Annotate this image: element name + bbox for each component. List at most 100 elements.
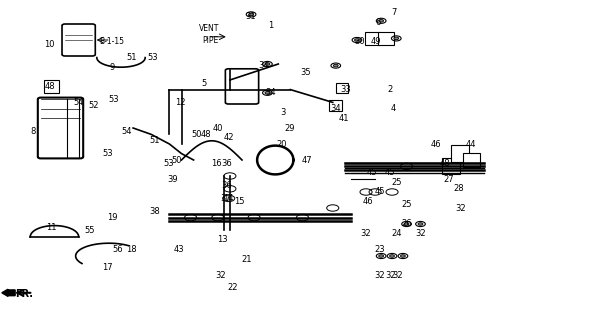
Text: 6: 6 <box>376 18 381 27</box>
Bar <box>44 80 59 93</box>
Circle shape <box>379 20 384 22</box>
Text: 32: 32 <box>393 271 404 280</box>
FancyBboxPatch shape <box>62 24 95 56</box>
Text: 15: 15 <box>234 197 244 206</box>
Text: 10: 10 <box>44 40 55 49</box>
Text: 38: 38 <box>149 207 160 216</box>
Text: 56: 56 <box>113 245 123 254</box>
Text: 4: 4 <box>391 104 396 113</box>
Text: 22: 22 <box>227 284 238 292</box>
Text: 35: 35 <box>300 68 311 76</box>
Circle shape <box>390 255 394 257</box>
Text: 53: 53 <box>163 159 174 168</box>
Text: 32: 32 <box>361 229 371 238</box>
Text: 39: 39 <box>167 175 178 184</box>
Bar <box>463 153 480 167</box>
Text: 51: 51 <box>126 53 137 62</box>
Text: 24: 24 <box>391 229 402 238</box>
Circle shape <box>265 63 270 65</box>
Text: 1: 1 <box>269 21 273 30</box>
Circle shape <box>265 92 270 94</box>
Bar <box>379 32 393 45</box>
Text: 29: 29 <box>284 124 295 132</box>
Text: 43: 43 <box>173 245 184 254</box>
Circle shape <box>401 255 405 257</box>
Text: VENT: VENT <box>198 24 219 33</box>
Text: 45: 45 <box>374 188 385 196</box>
Text: 44: 44 <box>465 140 476 148</box>
FancyBboxPatch shape <box>38 98 83 158</box>
Circle shape <box>355 39 359 41</box>
Text: 45: 45 <box>367 168 378 177</box>
Text: 25: 25 <box>401 200 412 209</box>
Text: 51: 51 <box>149 136 160 145</box>
Text: 34: 34 <box>330 104 341 113</box>
Circle shape <box>418 223 423 225</box>
FancyArrow shape <box>2 289 15 296</box>
Circle shape <box>404 223 409 225</box>
Text: 25: 25 <box>391 178 402 187</box>
Text: 16: 16 <box>211 159 222 168</box>
Text: 13: 13 <box>217 236 228 244</box>
Text: 23: 23 <box>374 245 385 254</box>
Text: 26: 26 <box>401 220 412 228</box>
Text: 33: 33 <box>341 85 352 94</box>
Text: 48: 48 <box>200 130 211 139</box>
Text: 47: 47 <box>302 156 313 164</box>
Bar <box>329 100 342 111</box>
Bar <box>442 158 460 174</box>
Text: 18: 18 <box>126 245 137 254</box>
Text: 8: 8 <box>31 127 36 136</box>
Text: 5: 5 <box>202 79 207 88</box>
Text: 9: 9 <box>110 63 114 72</box>
Text: 45: 45 <box>385 168 396 177</box>
Text: 32: 32 <box>415 229 426 238</box>
Text: 37: 37 <box>220 194 231 203</box>
Text: 3: 3 <box>281 108 286 116</box>
Text: PIPE: PIPE <box>203 36 218 44</box>
Circle shape <box>394 37 399 40</box>
Text: 46: 46 <box>362 197 373 206</box>
Text: 41: 41 <box>338 114 349 123</box>
Text: 53: 53 <box>108 95 119 104</box>
Text: 50: 50 <box>191 130 202 139</box>
Text: 30: 30 <box>354 37 365 46</box>
Text: 27: 27 <box>443 175 454 184</box>
Text: 28: 28 <box>453 184 464 193</box>
Text: 32: 32 <box>456 204 466 212</box>
Bar <box>451 145 469 163</box>
Text: 2: 2 <box>388 85 393 94</box>
Text: 36: 36 <box>221 181 232 190</box>
Text: 34: 34 <box>266 88 276 97</box>
Text: 11: 11 <box>46 223 57 232</box>
Text: 7: 7 <box>392 8 397 17</box>
Text: B-1-15: B-1-15 <box>99 37 125 46</box>
Text: 40: 40 <box>212 124 223 132</box>
Text: 14: 14 <box>223 194 234 203</box>
Text: FR.: FR. <box>15 289 33 300</box>
Text: 52: 52 <box>88 101 99 110</box>
Text: 46: 46 <box>430 140 441 148</box>
Text: 32: 32 <box>374 271 385 280</box>
Circle shape <box>249 13 253 16</box>
Text: 53: 53 <box>147 53 158 62</box>
Text: 54: 54 <box>73 98 84 107</box>
Text: 54: 54 <box>122 127 132 136</box>
Text: 20: 20 <box>276 140 287 148</box>
Bar <box>336 83 348 93</box>
Text: 55: 55 <box>84 226 95 235</box>
Text: 32: 32 <box>385 271 396 280</box>
Text: 17: 17 <box>102 263 113 272</box>
Text: 50: 50 <box>171 156 182 164</box>
Circle shape <box>379 255 384 257</box>
Bar <box>364 32 380 45</box>
FancyBboxPatch shape <box>225 69 259 104</box>
Text: 49: 49 <box>371 37 382 46</box>
Text: 12: 12 <box>175 98 186 107</box>
Text: 36: 36 <box>221 159 232 168</box>
Text: 31: 31 <box>246 12 257 20</box>
Text: 21: 21 <box>241 255 252 264</box>
Text: 48: 48 <box>44 82 55 91</box>
Text: 42: 42 <box>223 133 234 142</box>
Text: 32: 32 <box>215 271 226 280</box>
